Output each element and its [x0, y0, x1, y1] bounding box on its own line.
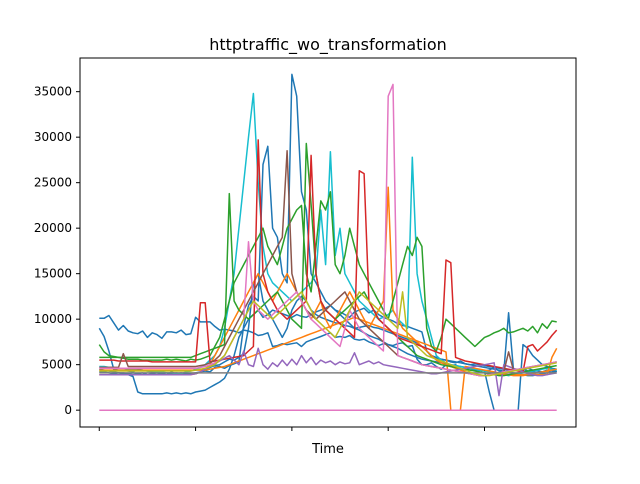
series-line-10	[99, 347, 557, 397]
y-tick-label: 0	[64, 403, 72, 417]
x-axis-ticks	[98, 427, 486, 431]
x-axis-label: Time	[311, 442, 344, 457]
plot-frame	[79, 57, 577, 428]
y-tick-label: 15000	[34, 267, 72, 281]
series-layer	[98, 73, 558, 411]
y-tick-label: 20000	[34, 221, 72, 235]
series-line-6	[99, 316, 557, 411]
y-axis-ticks: 0 5000 10000 15000 20000 25000 30000 35000	[34, 85, 80, 417]
y-tick-label: 30000	[34, 130, 72, 144]
y-tick-label: 5000	[41, 358, 72, 372]
y-tick-label: 10000	[34, 312, 72, 326]
y-tick-label: 25000	[34, 176, 72, 190]
series-line-9	[99, 139, 558, 373]
series-line-15	[99, 291, 557, 377]
y-tick-label: 35000	[34, 85, 72, 99]
chart-title: httptraffic_wo_transformation	[209, 35, 447, 55]
series-line-7	[98, 191, 557, 362]
